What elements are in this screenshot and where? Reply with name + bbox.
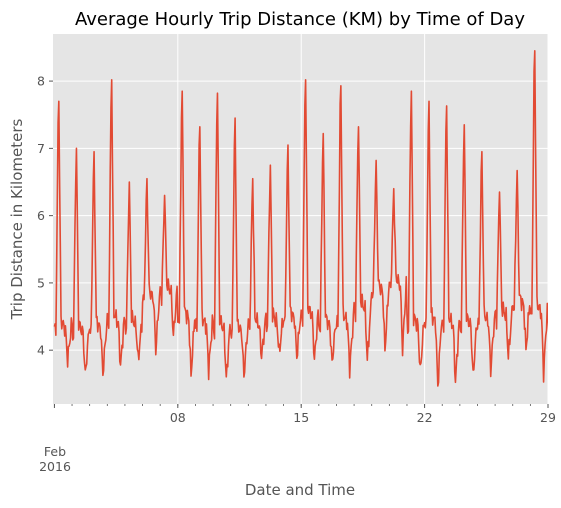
x-tick-label: 15 [293,410,309,425]
series-line [53,50,548,387]
y-tick-label: 7 [37,141,45,156]
x-tick-label: 22 [417,410,433,425]
x-start-year-label: 2016 [39,459,71,474]
series-layer [53,50,548,387]
x-tick-label: 29 [540,410,556,425]
chart-title: Average Hourly Trip Distance (KM) by Tim… [75,9,525,30]
y-tick-label: 6 [37,208,45,223]
y-axis: 4 5 6 7 8 [37,74,53,358]
x-axis-label: Date and Time [245,481,355,499]
y-tick-label: 8 [37,74,45,89]
y-axis-label: Trip Distance in Kilometers [8,118,26,320]
x-start-month-label: Feb [44,444,66,459]
y-tick-label: 4 [37,343,45,358]
x-axis: 08 15 22 29 [53,404,556,425]
plot-background [53,34,548,404]
x-tick-label: 08 [170,410,186,425]
y-tick-label: 5 [37,275,45,290]
grid [53,34,549,404]
